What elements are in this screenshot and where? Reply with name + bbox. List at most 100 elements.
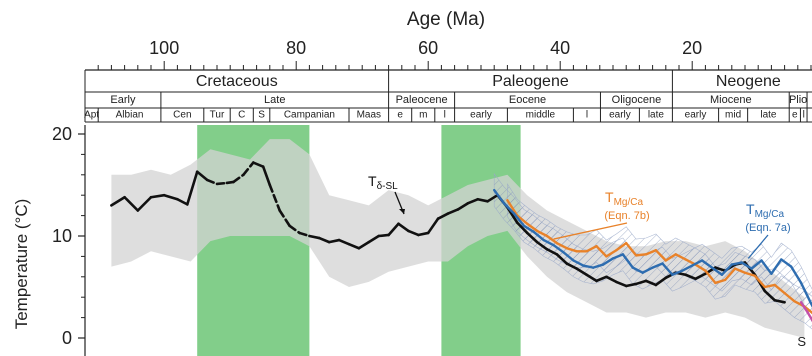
series-1-segment [466, 197, 480, 205]
series-3-segment [502, 202, 516, 215]
stage-label: l [444, 110, 446, 121]
series-1-segment [595, 275, 608, 283]
series-1-segment [585, 273, 598, 283]
series-2-segment [585, 244, 598, 253]
period-label: Paleogene [492, 73, 569, 90]
series-3-segment [493, 188, 506, 205]
y-tick-label: 0 [62, 328, 72, 348]
uncertainty-band [111, 139, 805, 338]
period-label: Cretaceous [196, 73, 278, 90]
series-3-segment [790, 265, 803, 285]
series-1-segment [773, 298, 786, 304]
series-1-segment [416, 231, 430, 237]
series-1-segment [308, 234, 321, 240]
series-1-segment [654, 276, 668, 287]
series-1-segment [486, 193, 499, 203]
annotation-pointer [747, 234, 769, 259]
series-3-segment [562, 251, 575, 262]
series-1-segment [624, 282, 638, 288]
series-2-segment [763, 283, 776, 289]
annotation-label-2: TMg/Ca [605, 189, 643, 208]
series-3-segment [542, 238, 555, 247]
series-2-segment [545, 234, 559, 245]
stage-label: mid [725, 110, 741, 121]
series-2-segment [535, 229, 549, 238]
stage-label: Apt [84, 110, 99, 121]
geologic-timescale: Cretaceous Paleogene Neogene Early Late Paleo… [84, 70, 812, 123]
series-3-segment [700, 259, 714, 269]
stage-label: Cen [173, 110, 191, 121]
series-2-segment [565, 247, 578, 253]
stage-label: l [586, 110, 588, 121]
series-2-segment [634, 253, 648, 257]
series-3-segment [592, 263, 605, 269]
series-3-segment [750, 259, 763, 270]
series-1-segment [694, 272, 707, 281]
series-1-segment [555, 253, 569, 265]
right-edge-label: S [797, 334, 806, 349]
series-3-segment [740, 261, 753, 270]
stage-label: S [258, 110, 265, 121]
y-axis-title: Temperature (°C) [12, 199, 31, 330]
series-2-segment [555, 241, 568, 250]
stage-label: middle [526, 110, 556, 121]
annotation-label-3: TMg/Ca [746, 201, 784, 220]
series-2-segment [595, 244, 608, 258]
series-1-segment [545, 247, 559, 256]
series-2-segment [526, 222, 539, 233]
series-1-segment [242, 161, 255, 177]
series-1-segment [317, 236, 331, 244]
series-1-segment [407, 229, 420, 237]
series-3-segment [651, 262, 664, 269]
series-1-segment [713, 266, 727, 272]
series-2-segment [773, 283, 786, 295]
series-1-segment [684, 273, 697, 281]
series-1-segment [634, 279, 648, 286]
stage-label: m [419, 110, 427, 121]
series-2-segment [625, 241, 638, 257]
series-1-segment [149, 193, 166, 199]
stage-label: Albian [116, 110, 144, 121]
series-1-segment [298, 231, 311, 238]
series-1-segment [176, 197, 189, 206]
series-2-segment [783, 291, 796, 303]
stage-label: early [609, 110, 631, 121]
series-3-segment [671, 269, 684, 276]
series-2-segment [674, 253, 687, 261]
series-1-segment [525, 231, 539, 244]
series-1-segment [515, 221, 529, 235]
series-1-segment [278, 209, 291, 228]
stage-label: late [760, 110, 777, 121]
series-2-segment [506, 199, 519, 217]
series-3-segment [621, 253, 634, 269]
annotation-sublabel-2: (Eqn. 7b) [604, 210, 649, 222]
series-1-segment [535, 240, 549, 251]
series-1-segment [575, 267, 588, 277]
series-3-segment [611, 253, 625, 260]
series-2-segment [743, 271, 757, 277]
series-2-segment [803, 305, 812, 315]
y-tick-label: 10 [52, 226, 72, 246]
annotation-pointer [553, 222, 628, 240]
stage-label: e [792, 110, 798, 121]
series-3-segment [799, 281, 812, 305]
series-2-segment [654, 249, 667, 262]
series-1-segment [476, 197, 489, 203]
series-1-segment [397, 222, 410, 233]
stage-label: C [238, 110, 245, 121]
series-1-segment [426, 217, 440, 235]
stage-label: early [470, 110, 492, 121]
stage-label: Tur [210, 110, 225, 121]
series-3-segment [770, 258, 783, 275]
series-1-segment [644, 279, 658, 287]
stage-label: Campanian [284, 110, 335, 121]
series-1-segment [605, 275, 618, 284]
series-3-segment [572, 259, 585, 267]
series-1-segment [123, 195, 140, 212]
series-2-segment [615, 241, 628, 252]
series-1-segment [387, 222, 400, 237]
series-1-segment [614, 280, 628, 288]
series-1-segment [367, 234, 381, 244]
